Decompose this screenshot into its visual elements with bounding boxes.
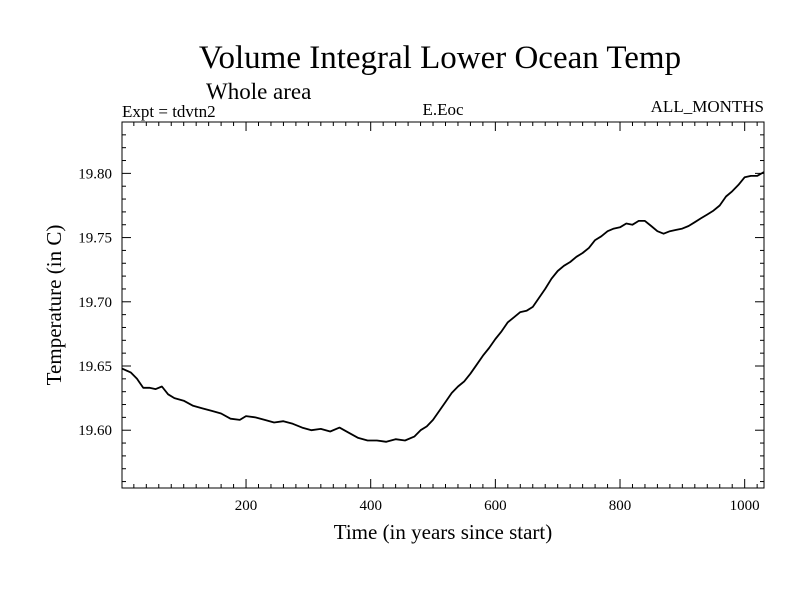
x-tick-label: 400 — [359, 498, 382, 514]
y-tick-label: 19.75 — [78, 231, 112, 247]
x-tick-label: 800 — [609, 498, 632, 514]
months-label: ALL_MONTHS — [651, 97, 764, 116]
temperature-series-line — [121, 171, 765, 443]
x-tick-label: 600 — [484, 498, 507, 514]
y-tick-label: 19.60 — [78, 423, 112, 439]
experiment-label: Expt = tdvtn2 — [122, 102, 216, 121]
y-tick-label: 19.65 — [78, 359, 112, 375]
x-tick-label: 200 — [235, 498, 258, 514]
y-axis-label: Temperature (in C) — [42, 225, 66, 386]
chart-title: Volume Integral Lower Ocean Temp — [199, 40, 681, 76]
x-tick-label: 1000 — [730, 498, 760, 514]
x-axis-label: Time (in years since start) — [334, 520, 553, 544]
plot-frame — [121, 121, 765, 489]
run-label: E.Eoc — [422, 100, 464, 119]
y-tick-label: 19.80 — [78, 166, 112, 182]
tick-marks — [122, 121, 764, 488]
tick-labels: 200 400 600 800 1000 19.60 19.65 19.70 19.75 19.8… — [78, 166, 759, 514]
y-tick-label: 19.70 — [78, 295, 112, 311]
chart-subtitle: Whole area — [206, 79, 311, 104]
